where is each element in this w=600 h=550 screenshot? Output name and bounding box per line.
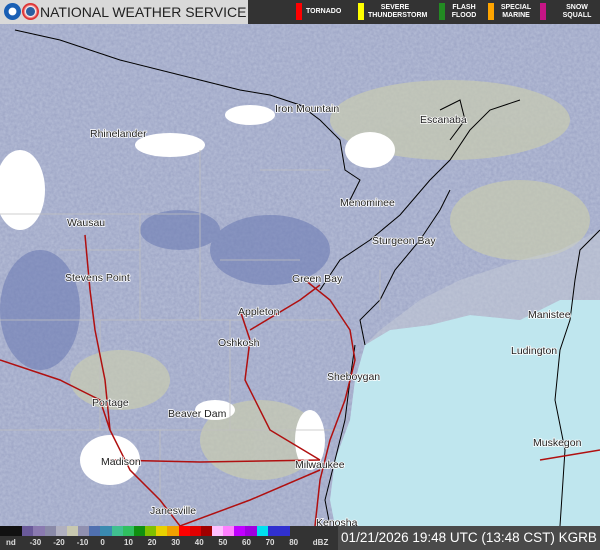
- warning-tornado: TORNADO: [296, 3, 341, 20]
- color-swatch: [256, 526, 268, 536]
- city-label: Rhinelander: [90, 128, 147, 140]
- color-swatch: [100, 526, 112, 536]
- city-label: Milwaukee: [295, 459, 345, 471]
- color-swatch: [267, 526, 279, 536]
- color-swatch: [33, 526, 45, 536]
- color-swatch: [0, 526, 12, 536]
- color-swatch: [22, 526, 34, 536]
- timestamp: 01/21/2026 19:48 UTC (13:48 CST) KGRB: [338, 526, 600, 550]
- legend-tick: 20: [147, 538, 157, 547]
- legend-tick: -30: [29, 538, 42, 547]
- color-swatch: [11, 526, 23, 536]
- lake-michigan-north: [365, 230, 600, 345]
- color-swatch: [111, 526, 123, 536]
- city-label: Madison: [101, 456, 141, 468]
- color-swatch: [189, 526, 201, 536]
- color-swatch: [78, 526, 90, 536]
- color-swatch: [133, 526, 146, 536]
- city-label: Appleton: [238, 306, 280, 318]
- legend-tick: 10: [124, 538, 133, 547]
- legend-tick: dBZ: [312, 538, 329, 547]
- city-label: Ludington: [511, 345, 557, 357]
- city-label: Sheboygan: [327, 371, 380, 383]
- legend-tick: -10: [76, 538, 89, 547]
- city-label: Kenosha: [316, 517, 358, 526]
- legend-tick: 70: [265, 538, 275, 547]
- city-label: Stevens Point: [65, 272, 130, 284]
- city-label: Beaver Dam: [168, 408, 227, 420]
- warning-flash-flood: FLASH FLOOD: [439, 3, 479, 20]
- color-swatch: [211, 526, 224, 536]
- warning-snow-squall: SNOW SQUALL: [540, 3, 596, 20]
- header: NATIONAL WEATHER SERVICE TORNADO SEVERE …: [0, 0, 600, 24]
- legend-tick: 50: [218, 538, 228, 547]
- legend-tick: 30: [171, 538, 181, 547]
- color-swatch: [223, 526, 235, 536]
- color-swatch: [245, 526, 257, 536]
- noaa-logo: [4, 3, 21, 20]
- legend-tick: 80: [289, 538, 299, 547]
- shorelines: [14, 29, 600, 527]
- city-label: Oshkosh: [218, 337, 260, 349]
- page-title: NATIONAL WEATHER SERVICE: [40, 4, 247, 20]
- legend-tick: 40: [194, 538, 204, 547]
- warning-legend: TORNADO SEVERE THUNDERSTORM FLASH FLOOD …: [248, 0, 600, 24]
- city-label: Wausau: [67, 217, 105, 229]
- warning-severe-thunderstorm: SEVERE THUNDERSTORM: [358, 3, 427, 20]
- reflectivity-legend: nd -30 -20 -10 0 10 20 30 40 50 60 70 80 dBZ: [0, 526, 338, 550]
- nws-logo: [22, 3, 39, 20]
- color-swatch: [178, 526, 190, 536]
- color-swatch: [145, 526, 157, 536]
- legend-tick: 0: [100, 538, 105, 547]
- color-swatch: [44, 526, 56, 536]
- color-swatch: [89, 526, 101, 536]
- color-swatch: [66, 526, 79, 536]
- county-lines: [0, 150, 381, 520]
- color-swatch: [156, 526, 168, 536]
- highways: [0, 234, 600, 527]
- city-label: Green Bay: [292, 273, 343, 285]
- city-label: Iron Mountain: [275, 103, 339, 115]
- color-swatch: [234, 526, 246, 536]
- city-label: Portage: [92, 397, 129, 409]
- color-swatch: [200, 526, 212, 536]
- legend-tick: nd: [6, 538, 16, 547]
- city-label: Menominee: [340, 197, 395, 209]
- city-label: Janesville: [150, 505, 196, 517]
- color-scale: [0, 526, 291, 536]
- legend-tick: -20: [53, 538, 65, 547]
- city-label: Manistee: [528, 309, 571, 321]
- city-label: Escanaba: [420, 114, 467, 126]
- legend-tick: 60: [242, 538, 251, 547]
- radar-map[interactable]: Iron Mountain Escanaba Rhinelander Menom…: [0, 24, 600, 531]
- cities: Iron Mountain Escanaba Rhinelander Menom…: [64, 102, 582, 530]
- color-swatch: [167, 526, 179, 536]
- color-swatch: [55, 526, 67, 536]
- lake-michigan: [330, 300, 600, 526]
- city-label: Sturgeon Bay: [372, 235, 436, 247]
- city-label: Muskegon: [533, 437, 582, 449]
- color-swatch: [122, 526, 134, 536]
- warning-special-marine: SPECIAL MARINE: [488, 3, 534, 20]
- color-swatch: [278, 526, 291, 536]
